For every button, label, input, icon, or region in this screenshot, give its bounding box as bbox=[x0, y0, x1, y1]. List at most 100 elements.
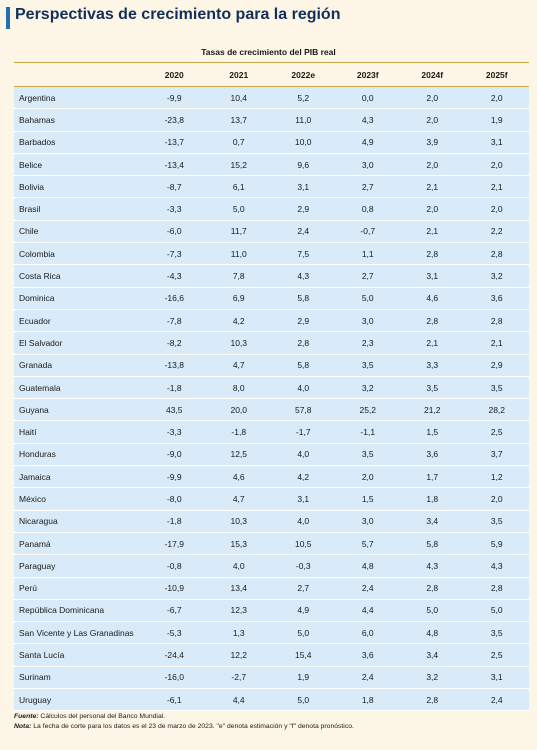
value-cell: -13,7 bbox=[142, 131, 207, 154]
value-cell: 3,4 bbox=[400, 510, 465, 533]
value-cell: 4,6 bbox=[206, 466, 271, 489]
value-cell: -9,0 bbox=[142, 443, 207, 467]
value-cell: 2,4 bbox=[335, 577, 400, 600]
value-cell: 6,9 bbox=[206, 287, 271, 310]
value-cell: 3,5 bbox=[335, 354, 400, 377]
value-cell: -5,3 bbox=[142, 622, 207, 645]
header-rule bbox=[14, 62, 529, 63]
value-cell: 2,7 bbox=[271, 577, 336, 600]
table-row: El Salvador -8,2 10,3 2,8 2,3 2,1 2,1 bbox=[14, 332, 529, 355]
value-cell: 4,7 bbox=[206, 488, 271, 511]
value-cell: 2,8 bbox=[400, 689, 465, 712]
value-cell: 2,8 bbox=[400, 243, 465, 266]
value-cell: 4,8 bbox=[400, 622, 465, 645]
value-cell: -4,3 bbox=[142, 265, 207, 288]
value-cell: 1,5 bbox=[400, 421, 465, 444]
source-label: Fuente: bbox=[14, 713, 39, 720]
value-cell: 5,0 bbox=[206, 198, 271, 221]
value-cell: -0,3 bbox=[271, 555, 336, 578]
country-cell: Brasil bbox=[14, 198, 142, 221]
value-cell: 3,5 bbox=[464, 622, 529, 645]
country-cell: Belice bbox=[14, 153, 142, 177]
value-cell: 3,5 bbox=[400, 376, 465, 400]
table-row: Perú -10,9 13,4 2,7 2,4 2,8 2,8 bbox=[14, 577, 529, 600]
table-row: Honduras -9,0 12,5 4,0 3,5 3,6 3,7 bbox=[14, 443, 529, 467]
table-row: Jamaica -9,9 4,6 4,2 2,0 1,7 1,2 bbox=[14, 466, 529, 489]
value-cell: 2,4 bbox=[335, 666, 400, 690]
table-row: Bolivia -8,7 6,1 3,1 2,7 2,1 2,1 bbox=[14, 176, 529, 199]
value-cell: 2,9 bbox=[271, 198, 336, 221]
value-cell: 12,3 bbox=[206, 599, 271, 623]
value-cell: 3,1 bbox=[464, 131, 529, 154]
value-cell: -6,0 bbox=[142, 220, 207, 244]
value-cell: -1,1 bbox=[335, 421, 400, 444]
table-row: Belice -13,4 15,2 9,6 3,0 2,0 2,0 bbox=[14, 153, 529, 177]
value-cell: 4,0 bbox=[271, 376, 336, 400]
value-cell: 2,1 bbox=[464, 332, 529, 355]
value-cell: 2,0 bbox=[464, 488, 529, 511]
value-cell: 2,7 bbox=[335, 176, 400, 199]
value-cell: 2,1 bbox=[400, 220, 465, 244]
table-row: Guatemala -1,8 8,0 4,0 3,2 3,5 3,5 bbox=[14, 376, 529, 400]
page-title: Perspectivas de crecimiento para la regi… bbox=[15, 6, 341, 23]
value-cell: 15,2 bbox=[206, 153, 271, 177]
value-cell: 3,9 bbox=[400, 131, 465, 154]
value-cell: 0,8 bbox=[335, 198, 400, 221]
value-cell: 43,5 bbox=[142, 399, 207, 422]
value-cell: 9,6 bbox=[271, 153, 336, 177]
country-cell: Guatemala bbox=[14, 376, 142, 400]
value-cell: 3,7 bbox=[464, 443, 529, 467]
value-cell: -3,3 bbox=[142, 198, 207, 221]
value-cell: 4,3 bbox=[271, 265, 336, 288]
table-row: Ecuador -7,8 4,2 2,9 3,0 2,8 2,8 bbox=[14, 309, 529, 333]
value-cell: 4,0 bbox=[206, 555, 271, 578]
value-cell: 3,6 bbox=[335, 644, 400, 667]
table-row: Argentina -9,9 10,4 5,2 0,0 2,0 2,0 bbox=[14, 87, 529, 110]
value-cell: 2,9 bbox=[271, 309, 336, 333]
country-cell: Dominica bbox=[14, 287, 142, 310]
country-cell: Surinam bbox=[14, 666, 142, 690]
country-cell: San Vicente y Las Granadinas bbox=[14, 622, 142, 645]
value-cell: 1,2 bbox=[464, 466, 529, 489]
country-cell: Guyana bbox=[14, 399, 142, 422]
value-cell: 2,0 bbox=[400, 198, 465, 221]
value-cell: -16,0 bbox=[142, 666, 207, 690]
value-cell: 7,5 bbox=[271, 243, 336, 266]
value-cell: 2,8 bbox=[464, 309, 529, 333]
table-row: Dominica -16,6 6,9 5,8 5,0 4,6 3,6 bbox=[14, 287, 529, 310]
value-cell: 2,1 bbox=[464, 176, 529, 199]
value-cell: 4,2 bbox=[271, 466, 336, 489]
value-cell: 5,8 bbox=[400, 532, 465, 556]
value-cell: 2,5 bbox=[464, 644, 529, 667]
value-cell: -9,9 bbox=[142, 87, 207, 110]
value-cell: -8,0 bbox=[142, 488, 207, 511]
country-cell: Paraguay bbox=[14, 555, 142, 578]
value-cell: -16,6 bbox=[142, 287, 207, 310]
value-cell: 15,4 bbox=[271, 644, 336, 667]
value-cell: 2,1 bbox=[400, 332, 465, 355]
country-cell: Honduras bbox=[14, 443, 142, 467]
value-cell: 2,1 bbox=[400, 176, 465, 199]
table-row: Granada -13,8 4,7 5,8 3,5 3,3 2,9 bbox=[14, 354, 529, 377]
value-cell: 10,0 bbox=[271, 131, 336, 154]
value-cell: -24,4 bbox=[142, 644, 207, 667]
table-row: Haití -3,3 -1,8 -1,7 -1,1 1,5 2,5 bbox=[14, 421, 529, 444]
value-cell: -6,1 bbox=[142, 689, 207, 712]
value-cell: 2,0 bbox=[400, 153, 465, 177]
footnotes: Fuente: Cálculos del personal del Banco … bbox=[14, 712, 529, 732]
table-row: Nicaragua -1,8 10,3 4,0 3,0 3,4 3,5 bbox=[14, 510, 529, 533]
value-cell: 4,6 bbox=[400, 287, 465, 310]
value-cell: -0,7 bbox=[335, 220, 400, 244]
value-cell: 3,0 bbox=[335, 309, 400, 333]
value-cell: 2,0 bbox=[400, 109, 465, 132]
value-cell: 6,0 bbox=[335, 622, 400, 645]
value-cell: 2,4 bbox=[271, 220, 336, 244]
country-cell: El Salvador bbox=[14, 332, 142, 355]
value-cell: 28,2 bbox=[464, 399, 529, 422]
value-cell: 0,7 bbox=[206, 131, 271, 154]
table-row: Brasil -3,3 5,0 2,9 0,8 2,0 2,0 bbox=[14, 198, 529, 221]
value-cell: 4,3 bbox=[464, 555, 529, 578]
value-cell: -6,7 bbox=[142, 599, 207, 623]
value-cell: -3,3 bbox=[142, 421, 207, 444]
value-cell: 4,9 bbox=[335, 131, 400, 154]
